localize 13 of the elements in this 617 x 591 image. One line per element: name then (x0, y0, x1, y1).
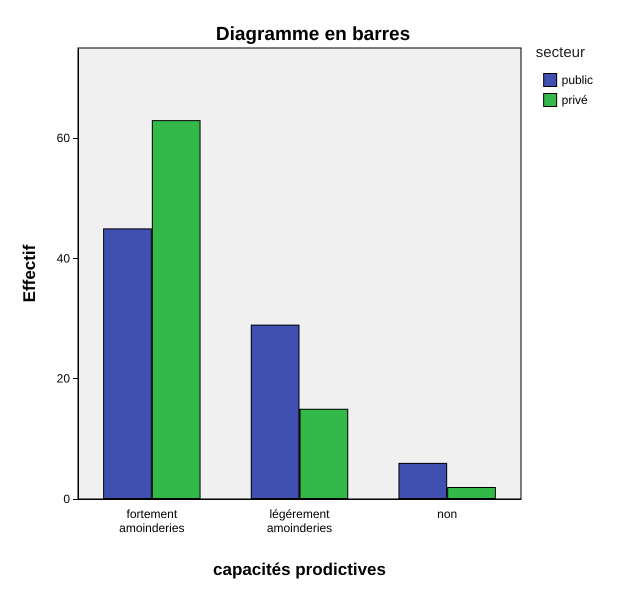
legend-title: secteur (536, 44, 586, 61)
legend-label: public (562, 73, 594, 87)
y-tick-label: 40 (56, 251, 70, 266)
x-tick-label: non (437, 507, 458, 521)
y-tick-label: 0 (63, 492, 70, 506)
y-axis-title: Effectif (20, 244, 39, 302)
legend-label: privé (562, 93, 588, 107)
y-tick-label: 60 (56, 131, 70, 146)
y-tick-label: 20 (56, 372, 70, 386)
x-tick-label: légérement amoinderies (266, 507, 332, 535)
chart-title: Diagramme en barres (216, 24, 410, 45)
x-tick-label: fortement amoinderies (119, 507, 185, 535)
x-axis-title: capacités prodictives (213, 560, 386, 579)
